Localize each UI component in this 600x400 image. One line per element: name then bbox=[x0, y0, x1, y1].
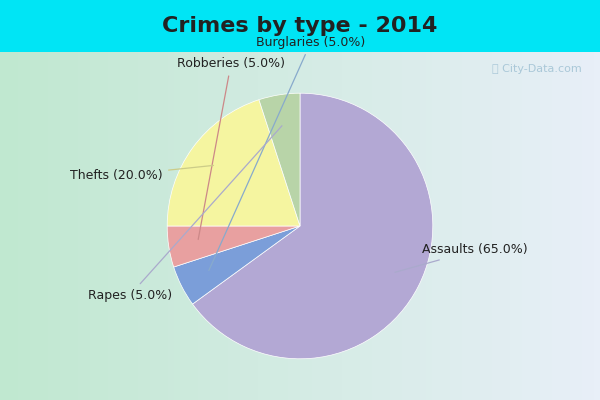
Text: Assaults (65.0%): Assaults (65.0%) bbox=[395, 244, 528, 272]
Wedge shape bbox=[259, 93, 300, 226]
Text: Thefts (20.0%): Thefts (20.0%) bbox=[70, 166, 214, 182]
Wedge shape bbox=[167, 226, 300, 267]
Wedge shape bbox=[173, 226, 300, 304]
Wedge shape bbox=[193, 93, 433, 359]
Text: Rapes (5.0%): Rapes (5.0%) bbox=[88, 126, 282, 302]
Text: ⓘ City-Data.com: ⓘ City-Data.com bbox=[492, 64, 582, 74]
Text: Robberies (5.0%): Robberies (5.0%) bbox=[177, 58, 285, 240]
Wedge shape bbox=[167, 100, 300, 226]
Text: Crimes by type - 2014: Crimes by type - 2014 bbox=[163, 16, 437, 36]
Text: Burglaries (5.0%): Burglaries (5.0%) bbox=[209, 36, 365, 270]
